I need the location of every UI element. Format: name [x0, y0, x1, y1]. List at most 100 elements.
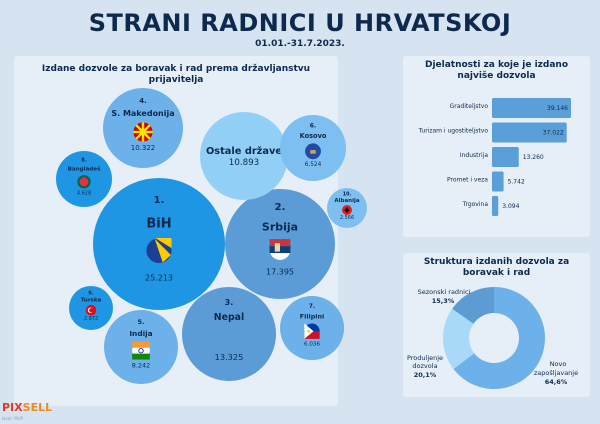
- flag-triangle: [154, 238, 171, 263]
- bar-chart-title: Djelatnosti za koje je izdano najviše do…: [424, 60, 569, 81]
- donut-category-produljenje: Produljenje: [407, 354, 443, 362]
- bar-panel: Djelatnosti za koje je izdano najviše do…: [403, 56, 590, 237]
- donut-segment: [453, 287, 545, 389]
- bubble-name: Nepal: [214, 312, 244, 323]
- bubble-name: S. Makedonija: [111, 109, 174, 118]
- bubble-rank: 5.: [137, 318, 144, 326]
- bubble-name: BiH: [146, 217, 171, 232]
- bubble-value: 6.036: [304, 342, 320, 348]
- donut-category-produljenje-2: dozvola: [412, 362, 437, 370]
- bubble-name: Indija: [129, 329, 152, 338]
- bubble-value: 2.972: [84, 316, 98, 322]
- bar: [492, 147, 519, 167]
- bubble-rank: 1.: [154, 195, 165, 206]
- flag-stripe: [132, 341, 150, 348]
- bar: [492, 196, 499, 216]
- bubble-srbija: 2. Srbija 17.395: [225, 189, 335, 299]
- bar-value-label: 13.260: [523, 154, 544, 161]
- bubble-name: Turska: [81, 297, 102, 303]
- bubble-bih: 1. BiH 25.213: [93, 178, 225, 310]
- bubble-filipini: 7. Filipini 6.036: [280, 296, 344, 360]
- india-flag-icon: [132, 341, 150, 360]
- pixsell-logo: PIXSELL: [2, 401, 52, 414]
- bar-value-label: 37.022: [543, 130, 564, 137]
- bubble-value: 8.242: [132, 361, 151, 369]
- bubble-rank: 4.: [139, 97, 147, 105]
- bubble-name: Ostale države: [206, 145, 282, 157]
- bubble-rank: 8.: [81, 158, 87, 164]
- flag-triangle: [155, 238, 172, 249]
- flag-crest: [274, 243, 280, 252]
- bar: [492, 122, 567, 143]
- turkey-flag-icon: [85, 304, 97, 316]
- albania-flag-icon: [342, 205, 352, 215]
- donut-category-novo: zapošljavanje: [534, 369, 578, 377]
- bar-chart: Graditeljstvo 39.146 Turizam i ugostiteljs…: [418, 98, 571, 216]
- bubble-indija: 5. Indija 8.242: [104, 310, 178, 384]
- bubble-value: 4.628: [77, 190, 91, 196]
- bubble-name: Bangladeš: [68, 166, 102, 173]
- logo-part-b: SELL: [22, 401, 53, 414]
- bar-category-label: Industrija: [460, 152, 488, 159]
- bubble-rank: 10.: [343, 192, 352, 198]
- bubble-value: 10.322: [131, 144, 156, 152]
- bar-value-label: 5.742: [508, 179, 525, 186]
- source-note: Izvor: MUP: [2, 416, 24, 421]
- bubble-panel-title: Izdane dozvole za boravak i rad prema dr…: [41, 64, 311, 85]
- page-title: STRANI RADNICI U HRVATSKOJ: [88, 9, 512, 37]
- flag-crescent-cut: [89, 308, 94, 313]
- donut-segment: [443, 308, 475, 370]
- bubble-rank: 3.: [225, 298, 234, 307]
- flag-sun: [139, 128, 147, 136]
- bubble-value: 2.566: [340, 215, 354, 221]
- bubble-value: 13.325: [215, 352, 244, 362]
- serbia-flag-icon: [269, 239, 291, 260]
- bubble-s-makedonija: 4. S. Makedonija 10.322: [103, 88, 183, 168]
- philippines-flag-icon: [304, 323, 320, 339]
- bubble-value: 25.213: [145, 273, 173, 282]
- bubble-value: 6.524: [305, 162, 322, 168]
- bubble-rank: 7.: [309, 304, 315, 310]
- bubble-name: Kosovo: [300, 132, 327, 140]
- bar: [492, 98, 571, 118]
- bubble-kosovo: 6. Kosovo 6.524: [280, 115, 346, 181]
- bubble-circle: [182, 287, 276, 381]
- flag-sun: [307, 329, 310, 333]
- flag-eagle: [344, 207, 350, 213]
- bubble-name: Filipini: [300, 312, 324, 320]
- donut-value-produljenje: 20,1%: [414, 371, 437, 379]
- bubble-turska: 9.Turska 2.972: [69, 286, 113, 330]
- macedonia-flag-icon: [133, 122, 153, 142]
- bubble-rank: 2.: [275, 202, 286, 213]
- bar: [492, 171, 504, 192]
- donut-chart-title: Struktura izdanih dozvola za boravak i r…: [423, 257, 570, 278]
- bubble-value: 17.395: [266, 267, 294, 276]
- bubble-rank: 9.: [88, 290, 93, 296]
- logo-part-a: PIX: [2, 401, 23, 414]
- kosovo-flag-icon: [305, 143, 321, 160]
- donut-category-sezonski: Sezonski radnici: [418, 288, 471, 296]
- flag-map: [310, 150, 316, 154]
- flag-wheel: [138, 348, 144, 354]
- flag-disc-red: [79, 177, 89, 187]
- bar-value-label: 3.094: [502, 203, 519, 210]
- flag-stripe: [269, 239, 291, 247]
- bar-value-label: 39.146: [547, 105, 568, 112]
- donut-label-novo: Novo: [550, 360, 567, 368]
- bar-category-label: Turizam i ugostiteljstvo: [418, 128, 489, 135]
- donut-value-novo: 64,6%: [545, 378, 568, 386]
- flag-stripe: [304, 331, 320, 339]
- date-range: 01.01.-31.7.2023.: [255, 39, 345, 49]
- bubble-value: 10.893: [229, 158, 259, 168]
- bubble-nepal: 3. Nepal 13.325: [182, 287, 276, 381]
- bar-category-label: Trgovina: [462, 201, 489, 208]
- bubble-name: Albanija: [334, 198, 359, 204]
- donut-panel: Struktura izdanih dozvola za boravak i r…: [403, 253, 590, 397]
- donut-segment: [452, 287, 494, 324]
- bubble-circle: [200, 112, 288, 200]
- donut-value-sezonski: 15,3%: [432, 297, 455, 305]
- bar-category-label: Promet i veza: [447, 177, 488, 184]
- bubble-banglade-: 8. Bangladeš 4.628: [56, 151, 112, 207]
